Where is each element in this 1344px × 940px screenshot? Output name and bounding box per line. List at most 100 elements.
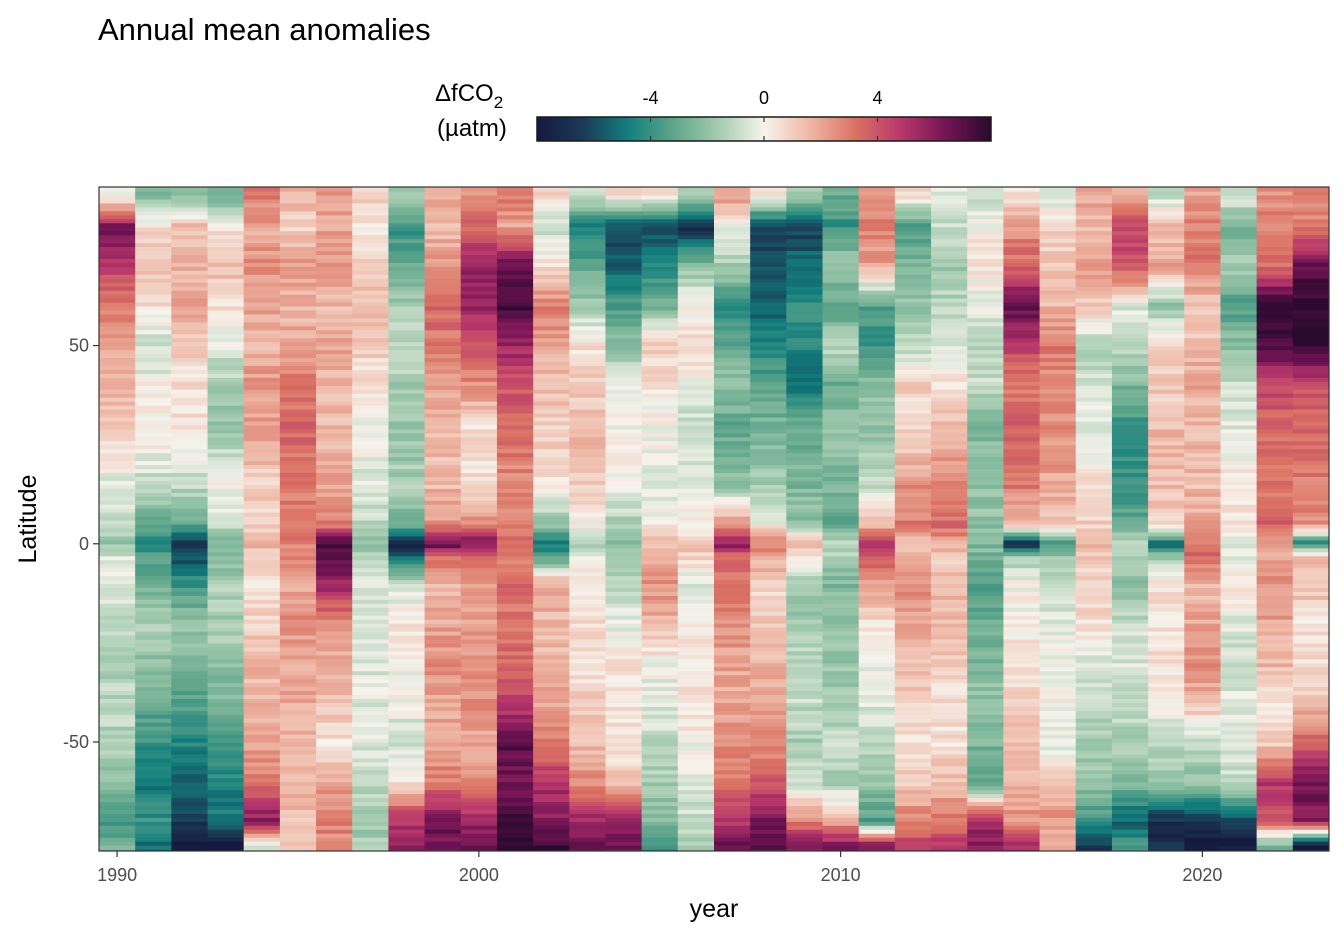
heatmap-cell — [677, 460, 715, 466]
heatmap-cell — [424, 353, 462, 359]
heatmap-cell — [135, 452, 172, 458]
heatmap-cell — [1003, 741, 1041, 747]
heatmap-cell — [750, 694, 787, 699]
heatmap-cell — [1075, 682, 1113, 688]
heatmap-cell — [894, 630, 932, 636]
heatmap-cell — [677, 444, 715, 450]
heatmap-cell — [135, 325, 172, 331]
heatmap-cell — [605, 210, 643, 216]
heatmap-cell — [533, 563, 570, 569]
heatmap-cell — [931, 317, 968, 323]
heatmap-cell — [424, 741, 462, 747]
heatmap-cell — [786, 313, 824, 319]
heatmap-cell — [496, 745, 534, 751]
heatmap-cell — [894, 571, 932, 577]
heatmap-cell — [605, 690, 643, 696]
heatmap-cell — [677, 218, 715, 224]
heatmap-cell — [99, 670, 136, 676]
heatmap-cell — [605, 460, 643, 466]
heatmap-cell — [931, 615, 968, 620]
heatmap-cell — [894, 559, 932, 565]
heatmap-cell — [1003, 849, 1041, 851]
heatmap-cell — [460, 234, 498, 240]
heatmap-cell — [714, 385, 751, 390]
heatmap-cell — [1039, 567, 1077, 573]
heatmap-cell — [1003, 385, 1041, 390]
heatmap-cell — [424, 722, 462, 727]
heatmap-cell — [714, 777, 751, 783]
heatmap-cell — [1075, 619, 1113, 624]
heatmap-cell — [243, 753, 281, 759]
heatmap-cell — [605, 753, 643, 759]
heatmap-cell — [388, 420, 426, 426]
heatmap-cell — [1075, 222, 1113, 228]
heatmap-cell — [243, 730, 281, 735]
heatmap-cell — [967, 329, 1005, 335]
heatmap-cell — [641, 397, 679, 402]
heatmap-cell — [460, 837, 498, 842]
heatmap-cell — [316, 345, 353, 351]
heatmap-cell — [858, 472, 896, 477]
heatmap-cell — [967, 496, 1005, 501]
heatmap-cell — [1039, 397, 1077, 402]
heatmap-cell — [894, 436, 932, 442]
heatmap-cell — [99, 706, 136, 711]
heatmap-cell — [496, 222, 534, 228]
heatmap-cell — [1003, 278, 1041, 283]
heatmap-cell — [931, 543, 968, 549]
heatmap-cell — [714, 190, 751, 196]
heatmap-cell — [388, 563, 426, 569]
heatmap-cell — [388, 773, 426, 779]
heatmap-cell — [135, 187, 172, 192]
heatmap-cell — [822, 349, 860, 355]
heatmap-cell — [714, 841, 751, 846]
heatmap-cell — [460, 650, 498, 656]
heatmap-cell — [460, 579, 498, 585]
heatmap-cell — [750, 464, 787, 470]
heatmap-cell — [99, 333, 136, 339]
heatmap-cell — [352, 678, 390, 684]
heatmap-cell — [605, 262, 643, 267]
heatmap-cell — [207, 654, 245, 660]
heatmap-cell — [569, 242, 607, 248]
heatmap-cell — [1075, 460, 1113, 466]
heatmap-cell — [750, 349, 787, 355]
heatmap-cell — [316, 785, 353, 791]
heatmap-cell — [243, 833, 281, 838]
heatmap-cell — [641, 377, 679, 382]
heatmap-cell — [1003, 654, 1041, 660]
heatmap-cell — [352, 329, 390, 335]
heatmap-cell — [171, 654, 209, 660]
heatmap-cell — [243, 444, 281, 450]
heatmap-cell — [569, 416, 607, 422]
heatmap-cell — [279, 583, 317, 588]
heatmap-cell — [714, 389, 751, 394]
heatmap-cell — [750, 837, 787, 842]
heatmap-cell — [569, 682, 607, 688]
heatmap-cell — [279, 436, 317, 442]
heatmap-cell — [677, 290, 715, 295]
heatmap-cell — [388, 781, 426, 787]
heatmap-cell — [533, 781, 570, 787]
heatmap-cell — [1003, 757, 1041, 763]
heatmap-cell — [207, 210, 245, 216]
heatmap-cell — [1003, 579, 1041, 585]
heatmap-cell — [786, 817, 824, 822]
heatmap-cell — [352, 194, 390, 200]
heatmap-cell — [822, 508, 860, 513]
heatmap-cell — [786, 206, 824, 212]
heatmap-cell — [714, 706, 751, 711]
heatmap-cell — [750, 301, 787, 307]
heatmap-cell — [352, 781, 390, 787]
heatmap-cell — [1111, 757, 1149, 763]
heatmap-cell — [822, 829, 860, 834]
heatmap-cell — [1111, 591, 1149, 596]
heatmap-cell — [533, 833, 570, 838]
heatmap-cell — [569, 353, 607, 359]
heatmap-cell — [1039, 246, 1077, 252]
heatmap-cell — [171, 785, 209, 791]
heatmap-cell — [533, 793, 570, 799]
heatmap-cell — [894, 357, 932, 363]
heatmap-cell — [967, 246, 1005, 252]
heatmap-cell — [822, 670, 860, 676]
